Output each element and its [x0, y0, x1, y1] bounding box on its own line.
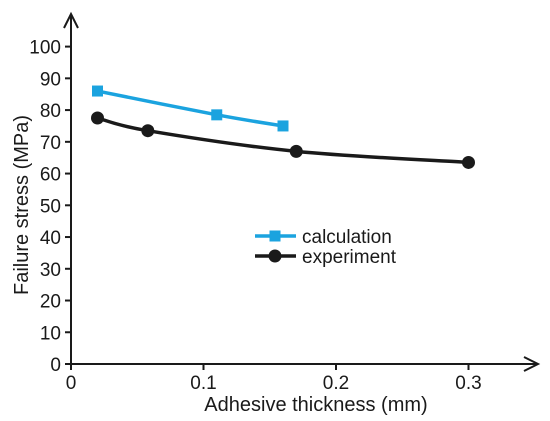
y-tick-label: 60: [40, 165, 61, 186]
legend-label-experiment: experiment: [302, 247, 397, 268]
x-axis-ticks: 0 0.1 0.2 0.3: [66, 364, 482, 394]
y-axis-arrow: [63, 11, 79, 29]
series-layer: [91, 85, 475, 169]
x-tick-label: 0.3: [455, 373, 481, 394]
legend-marker-experiment: [268, 249, 282, 263]
y-tick-label: 90: [40, 69, 61, 90]
y-tick-label: 40: [40, 228, 61, 249]
y-tick-label: 50: [40, 196, 61, 217]
x-tick-label: 0: [66, 373, 77, 394]
chart-axes: [63, 11, 541, 372]
x-axis-arrow: [523, 356, 541, 372]
y-axis-label: Failure stress (MPa): [11, 115, 33, 295]
y-tick-label: 70: [40, 133, 61, 154]
experiment-point: [141, 124, 155, 138]
legend-marker-calculation: [269, 230, 281, 242]
calculation-line: [97, 89, 284, 128]
x-tick-label: 0.1: [190, 373, 216, 394]
experiment-point: [462, 155, 475, 169]
calculation-point: [277, 120, 289, 132]
y-tick-label: 30: [40, 260, 61, 281]
y-tick-label: 100: [29, 38, 61, 59]
x-tick-label: 0.2: [323, 373, 349, 394]
y-tick-label: 80: [40, 101, 61, 122]
x-axis-label: Adhesive thickness (mm): [204, 394, 427, 416]
calculation-point: [211, 109, 223, 121]
calculation-point: [92, 85, 103, 97]
experiment-line: [97, 116, 469, 165]
y-axis-ticks: 0 10 20 30 40 50 60 70 80 90 100: [29, 38, 71, 376]
y-tick-label: 20: [40, 292, 61, 313]
legend-label-calculation: calculation: [302, 227, 392, 248]
series-calculation: [92, 85, 289, 132]
experiment-point: [91, 111, 104, 125]
y-tick-label: 10: [40, 323, 61, 344]
y-tick-label: 0: [50, 355, 61, 376]
experiment-point: [289, 144, 303, 158]
series-experiment: [91, 111, 475, 169]
